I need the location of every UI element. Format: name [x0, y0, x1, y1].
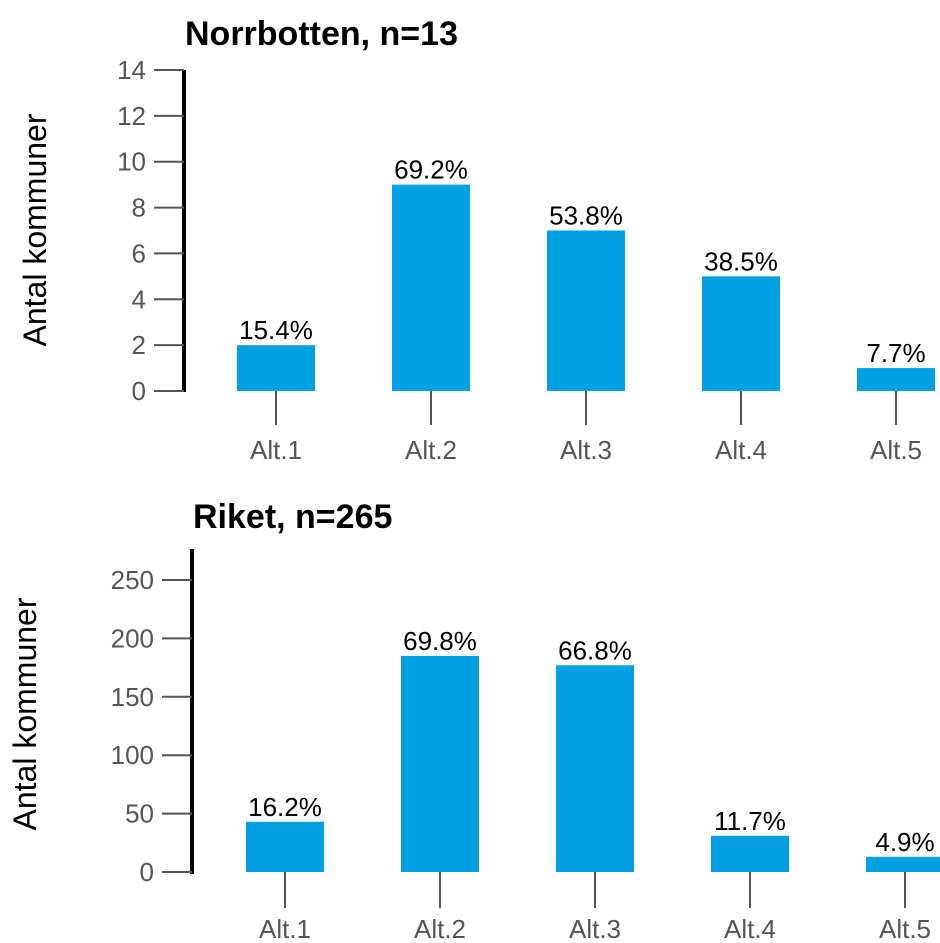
x-tick-label: Alt.3 [569, 914, 621, 943]
y-tick-label: 200 [111, 623, 154, 653]
y-tick-label: 14 [117, 55, 146, 85]
data-label: 69.2% [394, 155, 468, 185]
x-tick-label: Alt.3 [560, 435, 612, 465]
y-tick-label: 250 [111, 565, 154, 595]
x-tick-label: Alt.2 [405, 435, 457, 465]
data-label: 66.8% [558, 635, 632, 665]
riket-chart: Riket, n=265 Antal kommuner 0 50 100 150 200… [7, 498, 940, 943]
chart-title: Norrbotten, n=13 [185, 15, 458, 53]
x-tick-label: Alt.5 [870, 435, 922, 465]
x-tick-label: Alt.4 [715, 435, 767, 465]
data-label: 53.8% [549, 201, 623, 231]
y-tick-label: 0 [140, 857, 154, 887]
chart-title: Riket, n=265 [193, 498, 392, 536]
data-label: 69.8% [403, 626, 477, 656]
y-tick-label: 2 [132, 330, 146, 360]
data-label: 15.4% [239, 315, 313, 345]
data-label: 7.7% [866, 338, 925, 368]
y-axis-label: Antal kommuner [17, 113, 53, 346]
bar-alt-3 [547, 230, 625, 391]
bar-alt-2 [392, 184, 470, 391]
y-axis-label: Antal kommuner [7, 597, 43, 830]
data-label: 16.2% [248, 792, 322, 822]
y-tick-label: 12 [117, 101, 146, 131]
x-tick-label: Alt.5 [879, 914, 931, 943]
bar-alt-1 [246, 821, 324, 872]
y-tick-label: 100 [111, 740, 154, 770]
bar-alt-2 [401, 655, 479, 872]
y-tick-label: 150 [111, 682, 154, 712]
y-tick-label: 0 [132, 376, 146, 406]
y-tick-label: 50 [125, 799, 154, 829]
y-tick-label: 4 [132, 284, 146, 314]
x-tick-label: Alt.1 [250, 435, 302, 465]
data-label: 4.9% [875, 827, 934, 857]
x-tick-label: Alt.1 [259, 914, 311, 943]
bar-alt-3 [556, 665, 634, 872]
x-tick-label: Alt.4 [724, 914, 776, 943]
bar-alt-4 [702, 276, 780, 391]
y-tick-label: 8 [132, 193, 146, 223]
data-label: 11.7% [714, 806, 786, 836]
norrbotten-chart: Norrbotten, n=13 Antal kommuner 0 2 4 6 8 10 1… [17, 15, 935, 465]
bar-alt-5 [857, 368, 935, 391]
data-label: 38.5% [704, 246, 778, 276]
bar-alt-5 [866, 856, 940, 872]
bar-alt-4 [711, 835, 789, 872]
y-tick-label: 6 [132, 238, 146, 268]
y-tick-label: 10 [117, 147, 146, 177]
x-tick-label: Alt.2 [414, 914, 466, 943]
bar-alt-1 [237, 345, 315, 391]
